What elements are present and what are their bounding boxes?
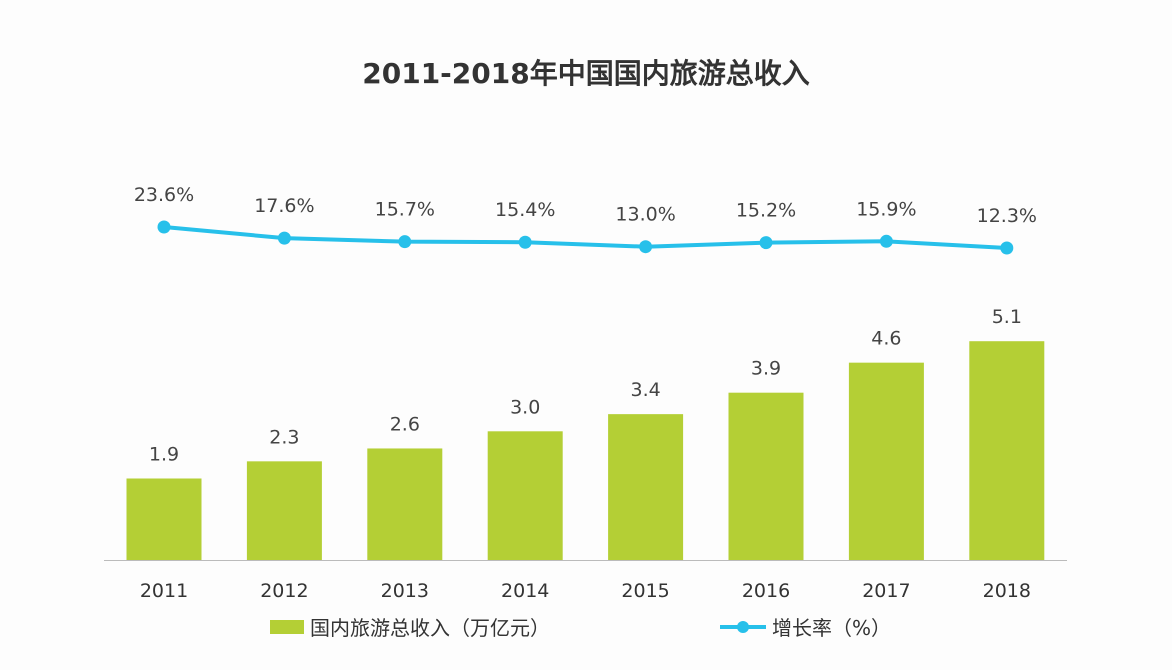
x-tick-label: 2016 [742,580,790,602]
line-data-label: 15.4% [495,199,555,221]
line-point [398,235,412,249]
legend-line-swatch [720,620,766,633]
x-tick-label: 2011 [140,580,188,602]
bar-data-label: 3.9 [751,358,781,380]
line-data-label: 23.6% [134,184,194,206]
bar [126,478,202,560]
bar [246,461,322,560]
line-data-label: 15.2% [736,200,796,222]
line-point [759,236,773,250]
bar-data-label: 2.6 [390,413,420,435]
line-data-label: 12.3% [977,205,1037,227]
legend-item-line: 增长率（%） [720,612,891,641]
x-tick-label: 2015 [621,580,669,602]
x-tick-label: 2013 [381,580,429,602]
line-point [518,235,532,249]
x-tick-label: 2018 [983,580,1031,602]
line-point [277,231,291,245]
line-data-label: 15.9% [856,198,916,220]
bar-data-label: 5.1 [992,306,1022,328]
line-point [1000,241,1014,255]
bar [728,392,804,560]
legend-bar-swatch [270,619,304,634]
x-tick-label: 2014 [501,580,549,602]
x-tick-label: 2012 [260,580,308,602]
bar [487,431,563,560]
legend-line-label: 增长率（%） [772,616,892,640]
bar-data-label: 3.0 [510,396,540,418]
line-point [639,240,653,254]
bar [608,414,684,560]
chart-title: 2011-2018年中国国内旅游总收入 [362,57,810,90]
legend-bar-label: 国内旅游总收入（万亿元） [310,616,550,640]
line-data-label: 17.6% [254,195,314,217]
x-tick-label: 2017 [862,580,910,602]
line-point [157,220,171,234]
bar-data-label: 3.4 [630,379,660,401]
line-data-label: 13.0% [615,204,675,226]
line-data-label: 15.7% [375,199,435,221]
bar-data-label: 1.9 [149,443,179,465]
bar [969,341,1045,560]
bar-data-label: 2.3 [269,426,299,448]
line-point [879,234,893,248]
legend-item-bar: 国内旅游总收入（万亿元） [270,612,550,641]
bar [848,362,924,560]
growth-line [163,224,1007,250]
bar-data-label: 4.6 [871,328,901,350]
bar [367,448,443,560]
